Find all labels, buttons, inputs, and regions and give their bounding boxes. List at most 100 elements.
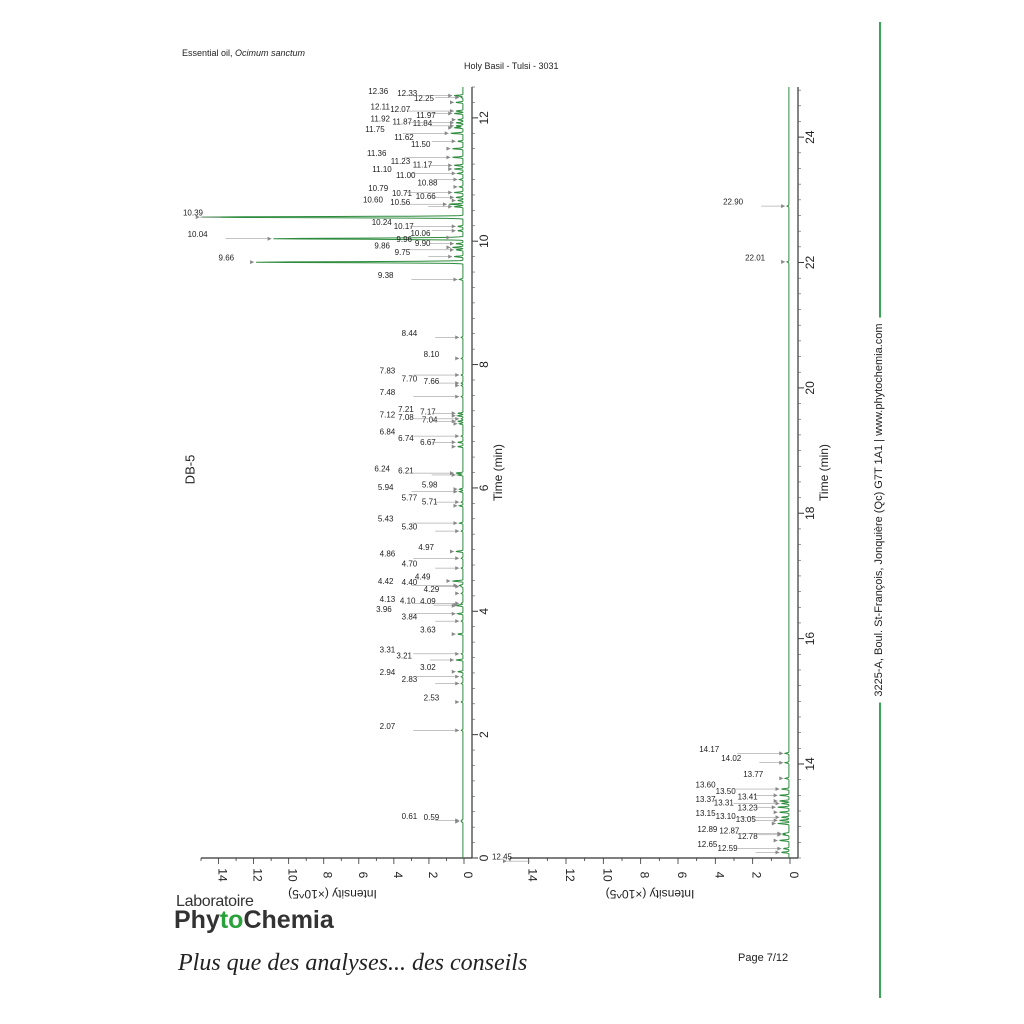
time-tick-label: 18 bbox=[803, 506, 817, 520]
intensity-tick-label: 10 bbox=[600, 868, 614, 882]
peak-label: 13.10 bbox=[716, 812, 737, 821]
time-tick-label: 24 bbox=[803, 130, 817, 144]
address-block: 3225-A, Boul. St-François, Jonquière (Qc… bbox=[862, 300, 896, 720]
peak-label: 4.86 bbox=[380, 550, 396, 559]
peak-arrowhead bbox=[773, 818, 778, 823]
peak-label: 6.21 bbox=[398, 466, 414, 475]
peak-arrowhead bbox=[779, 760, 784, 765]
peak-arrowhead bbox=[448, 163, 453, 168]
peak-arrowhead bbox=[449, 195, 454, 200]
peak-arrowhead bbox=[451, 228, 456, 233]
peak-arrowhead bbox=[455, 381, 460, 386]
peak-label: 10.24 bbox=[372, 218, 393, 227]
peak-arrowhead bbox=[451, 411, 456, 416]
peak-label: 5.77 bbox=[402, 494, 418, 503]
peak-arrowhead bbox=[455, 500, 460, 505]
peak-arrowhead bbox=[451, 472, 456, 477]
peak-arrowhead bbox=[446, 146, 451, 151]
logo-laboratoire: Laboratoire bbox=[176, 893, 254, 910]
intensity-tick-label: 4 bbox=[712, 872, 726, 879]
peak-arrowhead bbox=[444, 131, 449, 136]
peak-label: 11.10 bbox=[372, 165, 392, 174]
chart-title: Holy Basil - Tulsi - 3031 bbox=[464, 61, 559, 71]
peak-arrowhead bbox=[453, 184, 458, 189]
peak-label: 13.50 bbox=[716, 787, 737, 796]
peak-arrowhead bbox=[775, 801, 780, 806]
peak-label: 10.60 bbox=[363, 196, 384, 205]
peak-arrowhead bbox=[448, 190, 453, 195]
chromatogram-trace bbox=[777, 87, 790, 858]
time-tick-label: 2 bbox=[477, 731, 491, 738]
peak-arrowhead bbox=[453, 521, 458, 526]
peak-label: 9.90 bbox=[415, 239, 431, 248]
peak-arrowhead bbox=[775, 815, 780, 820]
peak-arrowhead bbox=[771, 821, 776, 826]
peak-label: 12.33 bbox=[397, 89, 418, 98]
peak-label: 11.00 bbox=[396, 171, 416, 180]
peak-label: 7.66 bbox=[424, 377, 440, 386]
peak-arrowhead bbox=[455, 591, 460, 596]
peak-arrowhead bbox=[455, 416, 460, 421]
peak-label: 9.96 bbox=[396, 235, 412, 244]
peak-arrowhead bbox=[446, 235, 451, 240]
intensity-tick-label: 4 bbox=[391, 872, 405, 879]
peak-arrowhead bbox=[449, 549, 454, 554]
peak-arrowhead bbox=[449, 100, 454, 105]
peak-label: 13.41 bbox=[738, 792, 759, 801]
intensity-tick-label: 12 bbox=[563, 868, 577, 882]
peak-label: 11.23 bbox=[391, 157, 411, 166]
peak-label: 10.88 bbox=[417, 178, 438, 187]
peak-label: 8.10 bbox=[424, 350, 440, 359]
peak-label: 12.07 bbox=[390, 105, 411, 114]
time-tick-label: 0 bbox=[477, 854, 491, 861]
peak-arrowhead bbox=[455, 699, 460, 704]
peak-label: 2.07 bbox=[380, 722, 396, 731]
peak-label: 2.94 bbox=[380, 668, 396, 677]
peak-arrowhead bbox=[451, 139, 456, 144]
peak-label: 6.67 bbox=[420, 438, 436, 447]
peak-arrowhead bbox=[455, 601, 460, 606]
peak-label: 6.24 bbox=[374, 465, 390, 474]
peak-label: 4.40 bbox=[402, 578, 418, 587]
peak-arrowhead bbox=[449, 471, 454, 476]
peak-label: 22.90 bbox=[723, 198, 744, 207]
peak-label: 13.37 bbox=[696, 795, 717, 804]
intensity-tick-label: 14 bbox=[216, 868, 230, 882]
peak-label: 13.15 bbox=[696, 809, 717, 818]
peak-label: 8.44 bbox=[402, 329, 418, 338]
time-tick-label: 22 bbox=[803, 256, 817, 270]
peak-label: 13.77 bbox=[743, 770, 764, 779]
logo-to: to bbox=[219, 906, 244, 934]
peak-label: 10.06 bbox=[410, 229, 431, 238]
peak-label: 4.70 bbox=[402, 560, 418, 569]
peak-label: 0.61 bbox=[402, 812, 418, 821]
peak-label: 12.45 bbox=[492, 853, 513, 862]
peak-arrowhead bbox=[773, 798, 778, 803]
peak-arrowhead bbox=[781, 204, 786, 209]
peak-label: 22.01 bbox=[745, 253, 766, 262]
peak-arrowhead bbox=[267, 236, 272, 241]
peak-arrowhead bbox=[455, 394, 460, 399]
peak-arrowhead bbox=[448, 111, 453, 116]
peak-label: 2.53 bbox=[424, 693, 440, 702]
peak-label: 3.96 bbox=[376, 605, 392, 614]
peak-arrowhead bbox=[451, 198, 456, 203]
peak-arrowhead bbox=[453, 487, 458, 492]
peak-arrowhead bbox=[779, 776, 784, 781]
time-tick-label: 4 bbox=[477, 608, 491, 615]
intensity-tick-label: 2 bbox=[426, 872, 440, 879]
peak-label: 12.89 bbox=[697, 825, 718, 834]
peak-arrowhead bbox=[449, 247, 454, 252]
peak-arrowhead bbox=[779, 751, 784, 756]
peak-label: 14.02 bbox=[721, 754, 742, 763]
peak-arrowhead bbox=[455, 95, 460, 100]
intensity-axis-title: Intensity (×10^5) bbox=[288, 887, 377, 901]
chromatogram-panel-left: 0 2 4 6 8 10 12 Time (min) 0 2 4 6 8 10 12 14 Intensity … bbox=[183, 86, 505, 901]
peak-arrowhead bbox=[451, 669, 456, 674]
peak-label: 10.79 bbox=[368, 184, 389, 193]
time-tick-label: 14 bbox=[803, 757, 817, 771]
time-tick-label: 10 bbox=[477, 234, 491, 248]
logo-phytochemia: PhytoChemia bbox=[174, 906, 334, 935]
peak-label: 9.38 bbox=[378, 271, 394, 280]
